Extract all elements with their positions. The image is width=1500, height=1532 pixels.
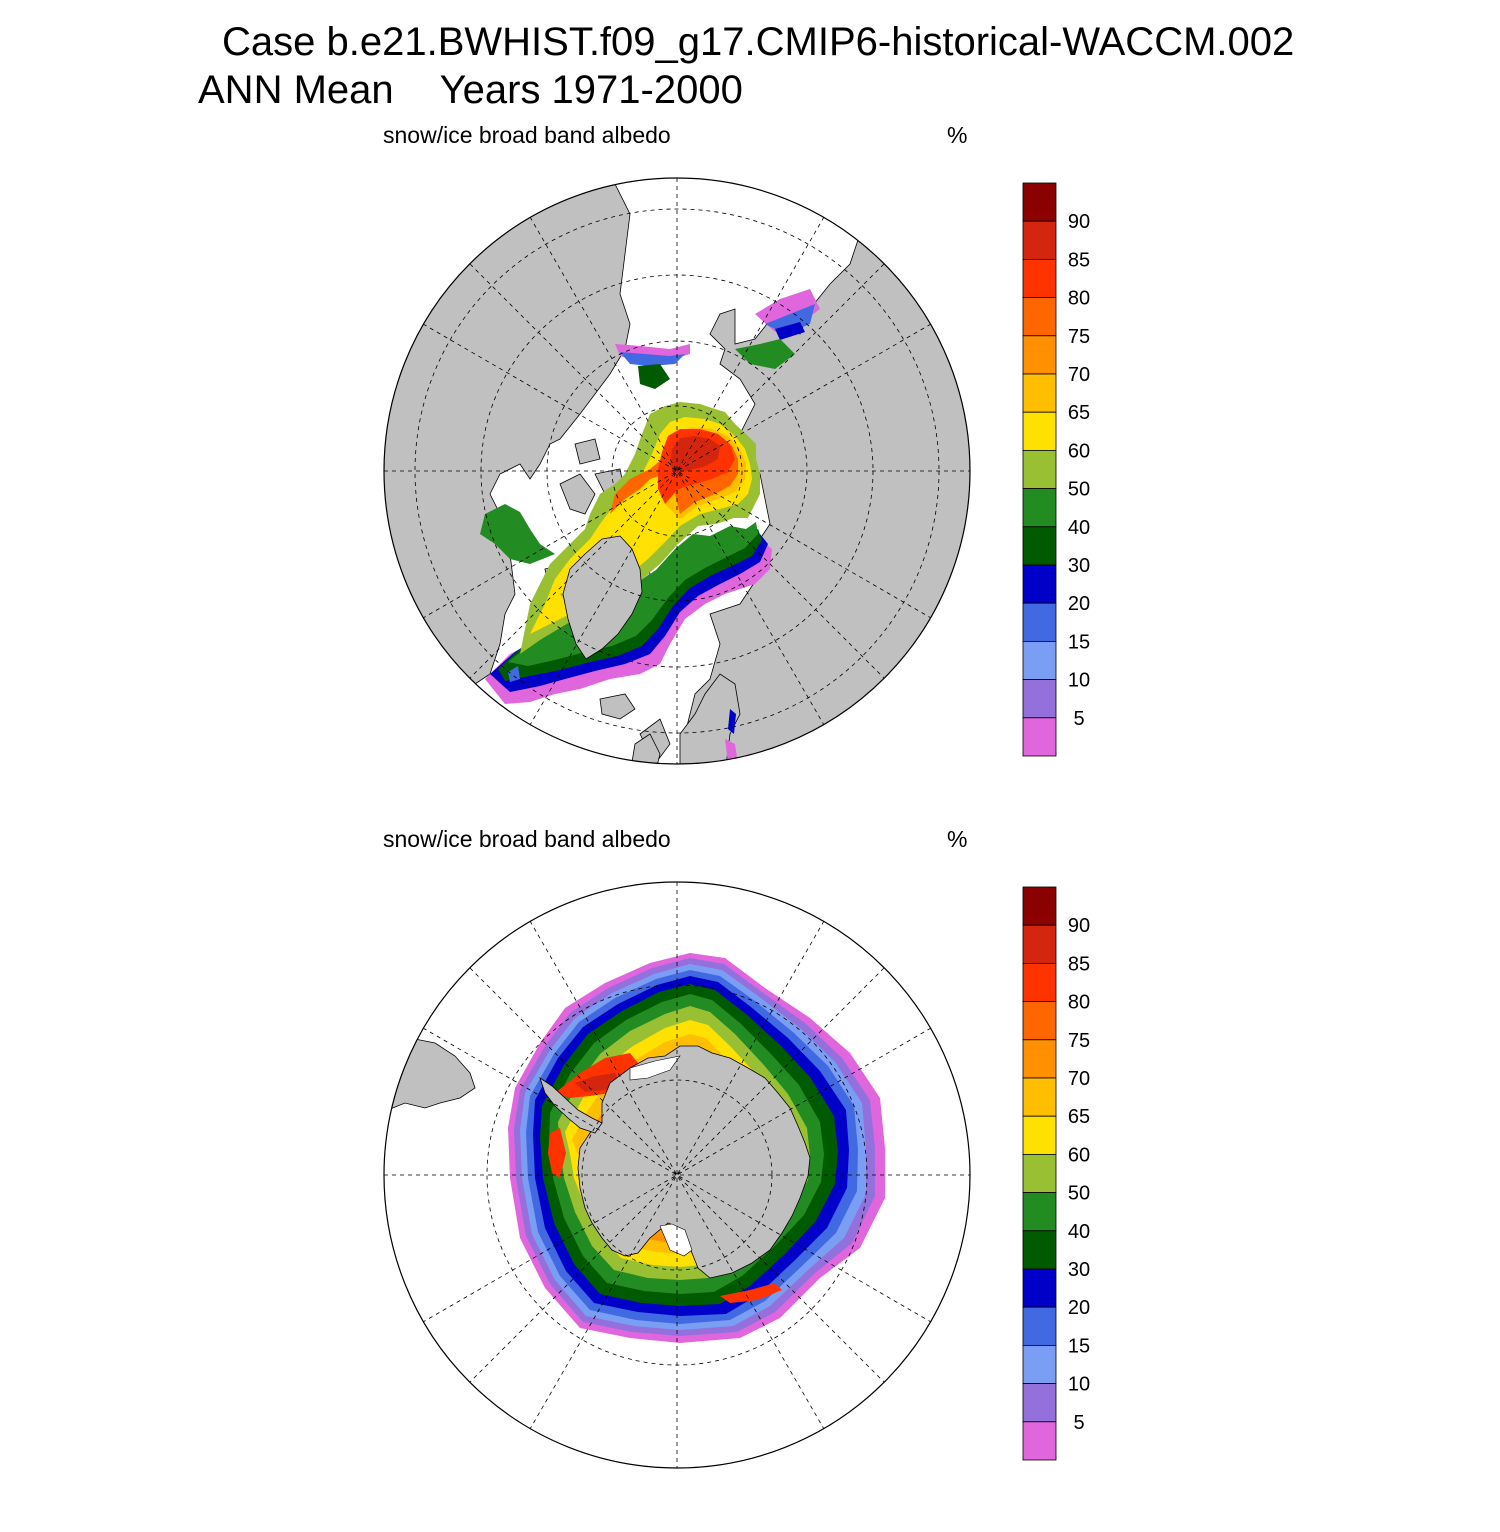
years-label: Years 1971-2000 xyxy=(439,68,743,112)
colorbar-swatch xyxy=(1022,1115,1057,1155)
south-polar-map xyxy=(383,881,971,1469)
colorbar-tick-label: 20 xyxy=(1068,593,1090,615)
figure-title-case: Case b.e21.BWHIST.f09_g17.CMIP6-historic… xyxy=(222,20,1295,64)
colorbar-swatch xyxy=(1022,679,1057,719)
colorbar-swatch xyxy=(1022,602,1057,642)
colorbar-tick-label: 10 xyxy=(1068,670,1090,692)
north-colorbar: 90 85 80 75 70 65 60 50 40 30 20 15 10 5 xyxy=(1022,182,1090,757)
colorbar-tick-label: 70 xyxy=(1068,1068,1090,1090)
colorbar-tick-label: 85 xyxy=(1068,249,1090,271)
colorbar-swatch xyxy=(1022,1421,1057,1461)
north-polar-map xyxy=(383,177,971,765)
south-panel: snow/ice broad band albedo % xyxy=(0,822,1500,1532)
colorbar-swatch xyxy=(1022,449,1057,489)
colorbar-tick-label: 90 xyxy=(1068,211,1090,233)
colorbar-tick-label: 30 xyxy=(1068,555,1090,577)
south-graticule xyxy=(384,882,970,1468)
colorbar-swatch xyxy=(1022,717,1057,757)
south-map-border xyxy=(383,881,971,1469)
colorbar-swatch xyxy=(1022,411,1057,451)
colorbar-swatch xyxy=(1022,220,1057,260)
ross-ice-shelf xyxy=(659,1223,693,1257)
colorbar-swatch xyxy=(1022,1192,1057,1232)
north-units-label: % xyxy=(947,122,968,148)
colorbar-swatch xyxy=(1022,1001,1057,1041)
colorbar-swatch xyxy=(1022,1230,1057,1270)
colorbar-swatch xyxy=(1022,526,1057,566)
colorbar-tick-label: 65 xyxy=(1068,1106,1090,1128)
colorbar-swatch xyxy=(1022,1077,1057,1117)
colorbar-swatch xyxy=(1022,182,1057,222)
colorbar-tick-label: 40 xyxy=(1068,517,1090,539)
colorbar-swatch xyxy=(1022,564,1057,604)
colorbar-tick-label: 80 xyxy=(1068,288,1090,310)
colorbar-swatch xyxy=(1022,373,1057,413)
colorbar-swatch xyxy=(1022,297,1057,337)
colorbar-tick-label: 10 xyxy=(1068,1374,1090,1396)
colorbar-swatch xyxy=(1022,1306,1057,1346)
north-map-border xyxy=(383,177,971,765)
north-variable-label: snow/ice broad band albedo xyxy=(383,122,671,148)
colorbar-tick-label: 65 xyxy=(1068,402,1090,424)
colorbar-tick-label: 50 xyxy=(1068,1183,1090,1205)
colorbar-tick-label: 80 xyxy=(1068,992,1090,1014)
colorbar-tick-label: 70 xyxy=(1068,364,1090,386)
colorbar-tick-label: 30 xyxy=(1068,1259,1090,1281)
colorbar-tick-label: 60 xyxy=(1068,440,1090,462)
colorbar-swatch xyxy=(1022,886,1057,926)
colorbar-swatch xyxy=(1022,1344,1057,1384)
colorbar-swatch xyxy=(1022,488,1057,528)
colorbar-tick-label: 75 xyxy=(1068,326,1090,348)
colorbar-tick-label: 75 xyxy=(1068,1030,1090,1052)
north-graticule xyxy=(384,178,970,764)
colorbar-swatch xyxy=(1022,1039,1057,1079)
colorbar-swatch xyxy=(1022,259,1057,299)
antarctic-peninsula xyxy=(539,1077,603,1134)
colorbar-tick-label: 40 xyxy=(1068,1221,1090,1243)
colorbar-swatch xyxy=(1022,1383,1057,1423)
colorbar-swatch xyxy=(1022,1153,1057,1193)
colorbar-tick-label: 5 xyxy=(1073,1412,1084,1434)
figure-title-period: ANN Mean Years 1971-2000 xyxy=(198,70,743,110)
south-colorbar: 90 85 80 75 70 65 60 50 40 30 20 15 10 5 xyxy=(1022,886,1090,1461)
colorbar-tick-label: 15 xyxy=(1068,631,1090,653)
colorbar-tick-label: 85 xyxy=(1068,953,1090,975)
north-panel: snow/ice broad band albedo % xyxy=(0,118,1500,828)
weddell-ice-shelf xyxy=(629,1055,681,1081)
colorbar-tick-label: 20 xyxy=(1068,1297,1090,1319)
season-label: ANN Mean xyxy=(198,68,394,112)
colorbar-swatch xyxy=(1022,963,1057,1003)
south-units-label: % xyxy=(947,826,968,852)
colorbar-tick-label: 60 xyxy=(1068,1144,1090,1166)
south-variable-label: snow/ice broad band albedo xyxy=(383,826,671,852)
greenland-interior xyxy=(562,535,643,660)
colorbar-tick-label: 90 xyxy=(1068,915,1090,937)
colorbar-swatch xyxy=(1022,1268,1057,1308)
colorbar-swatch xyxy=(1022,640,1057,680)
north-land xyxy=(384,178,970,764)
colorbar-tick-label: 15 xyxy=(1068,1335,1090,1357)
colorbar-tick-label: 5 xyxy=(1073,708,1084,730)
colorbar-swatch xyxy=(1022,335,1057,375)
colorbar-swatch xyxy=(1022,924,1057,964)
colorbar-tick-label: 50 xyxy=(1068,479,1090,501)
